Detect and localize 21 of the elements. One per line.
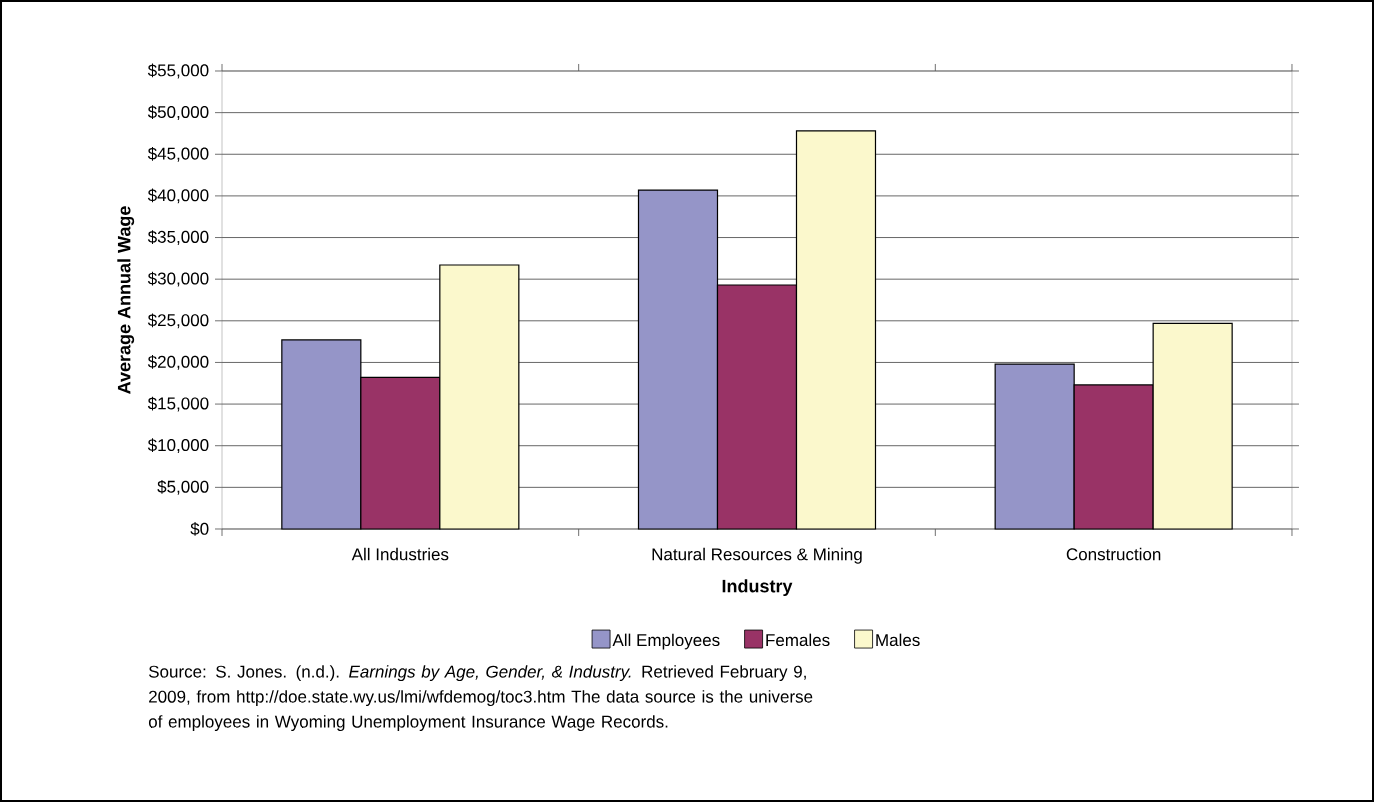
y-tick-label: $0 [190, 522, 209, 536]
y-tick-label: $25,000 [147, 313, 209, 329]
legend-label: Males [876, 633, 920, 647]
y-tick-label: $15,000 [147, 396, 209, 412]
y-tick-label: $30,000 [147, 271, 209, 287]
y-tick-label: $55,000 [147, 63, 209, 79]
legend-label: Females [766, 633, 830, 647]
y-axis-title: Average Annual Wage [117, 206, 135, 394]
y-tick-label: $10,000 [147, 438, 209, 454]
x-tick-label: Natural Resources & Mining [652, 547, 862, 564]
y-tick-label: $20,000 [147, 355, 209, 370]
x-tick-label: Construction [1066, 547, 1161, 561]
legend-label: All Employees [612, 633, 720, 650]
y-tick-label: $5,000 [157, 479, 209, 495]
y-tick-label: $50,000 [147, 105, 209, 121]
y-tick-label: $45,000 [147, 146, 209, 162]
y-tick-label: $35,000 [147, 230, 209, 245]
source-note: Source: S. Jones. (n.d.). Earnings by Age, Gender, & Industry. Retrieved February 9, 2009, from http://doe.state.wy.us/lmi/wfdemog/toc3.htm The data source is the universe of employees in Wyoming Unemployment Insurance Wage Records. [148, 665, 813, 732]
x-axis-title: Industry [722, 579, 793, 597]
x-tick-label: All Industries [351, 547, 449, 561]
y-tick-label: $40,000 [147, 188, 209, 204]
